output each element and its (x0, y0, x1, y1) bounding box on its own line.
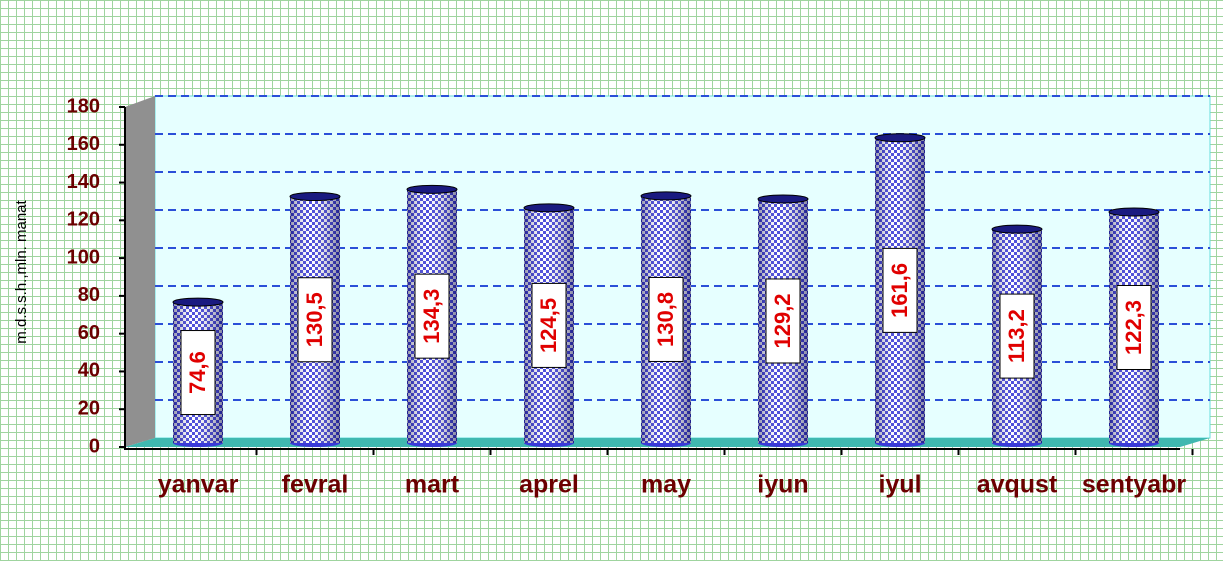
value-label-box (531, 282, 567, 368)
y-tick-label: 60 (78, 322, 100, 344)
bar-top (172, 297, 224, 307)
bar-top (1108, 207, 1160, 217)
value-label-box (180, 330, 216, 416)
x-tick-label: iyun (757, 471, 808, 499)
value-label: 134,3 (419, 289, 444, 344)
y-tick-label: 140 (67, 171, 100, 193)
value-label: 74,6 (185, 351, 210, 394)
value-label: 113,2 (1004, 309, 1029, 363)
y-tick-label: 100 (67, 246, 100, 268)
value-label-box (765, 278, 801, 364)
y-tick-label: 40 (78, 360, 100, 382)
x-tick-label: iyul (878, 471, 921, 499)
value-label-box (648, 276, 684, 362)
value-label-box (999, 293, 1035, 379)
y-tick-label: 0 (89, 435, 100, 457)
value-label: 130,5 (302, 292, 327, 347)
value-label: 130,8 (653, 292, 678, 347)
bar-top (289, 192, 341, 201)
x-tick-label: yanvar (158, 471, 239, 499)
value-label-box (1116, 284, 1152, 370)
value-label-box (414, 273, 450, 359)
side-wall (125, 96, 155, 447)
value-label-box (297, 277, 333, 363)
y-axis-label: m.d.s.s.h.,mln. manat (13, 199, 30, 343)
y-tick-label: 120 (67, 209, 100, 231)
x-tick-label: sentyabr (1082, 471, 1186, 499)
bar-top (640, 191, 692, 201)
bar-top (874, 133, 926, 143)
bar-top (991, 224, 1043, 234)
x-tick-label: avqust (977, 471, 1058, 499)
y-tick-label: 160 (67, 133, 100, 155)
bar-top (757, 194, 809, 204)
x-tick-label: fevral (282, 471, 349, 499)
bar-top (406, 184, 458, 194)
x-tick-label: may (641, 471, 691, 499)
x-tick-label: aprel (519, 471, 579, 499)
bar-top (523, 203, 575, 213)
y-tick-label: 20 (78, 398, 100, 420)
value-label: 124,5 (536, 298, 561, 353)
y-tick-label: 80 (78, 284, 100, 306)
x-tick-label: mart (405, 471, 460, 499)
value-label: 122,3 (1121, 300, 1146, 355)
y-tick-label: 180 (67, 95, 100, 117)
value-label: 129,2 (770, 293, 795, 348)
value-label: 161,6 (887, 263, 912, 318)
value-label-box (882, 247, 918, 333)
